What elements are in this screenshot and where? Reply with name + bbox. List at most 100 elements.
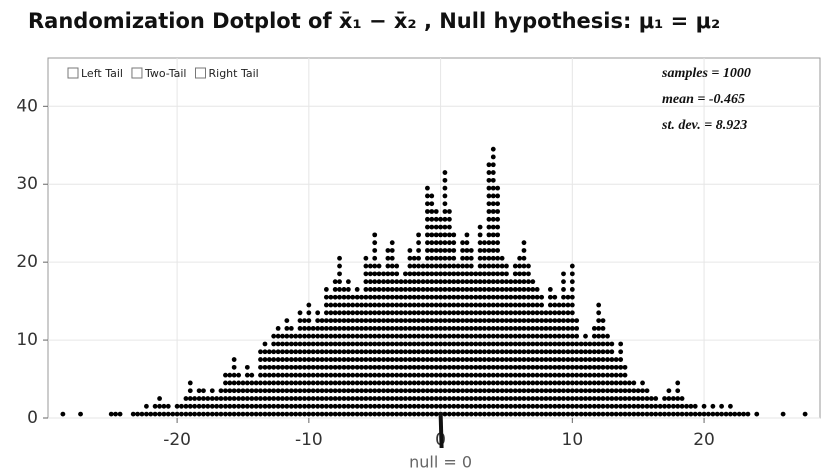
dot (288, 403, 294, 409)
dot (464, 287, 470, 292)
dot (174, 411, 180, 417)
checkbox-label[interactable]: Two-Tail (144, 67, 187, 80)
dot (416, 388, 421, 394)
dot (315, 403, 321, 409)
dot (543, 318, 549, 323)
dot (429, 325, 435, 331)
dot (464, 403, 470, 409)
dot (315, 380, 321, 386)
dot (486, 302, 492, 308)
dot (385, 287, 391, 292)
dot (117, 411, 123, 417)
dot (464, 240, 470, 246)
dot (407, 411, 413, 417)
dot (363, 255, 369, 261)
dot (495, 287, 501, 292)
dot (345, 388, 351, 394)
dot (451, 263, 457, 269)
dot (372, 255, 378, 261)
dot (302, 388, 307, 394)
dot (319, 333, 325, 339)
dot (486, 216, 492, 222)
dot (547, 310, 553, 316)
dot (591, 396, 597, 401)
checkbox[interactable] (67, 67, 79, 79)
dot (130, 411, 136, 417)
dot (447, 349, 452, 355)
dot (275, 341, 281, 347)
dot (161, 403, 167, 409)
dot (236, 411, 242, 417)
dot (495, 185, 501, 191)
dot (411, 302, 417, 308)
dot (530, 357, 536, 362)
dot (429, 364, 435, 370)
dot (512, 325, 518, 331)
dot (367, 380, 373, 386)
dot (561, 411, 566, 417)
dot (323, 403, 329, 409)
dot (275, 333, 281, 339)
dot (376, 333, 382, 339)
dot (363, 349, 369, 355)
dot (363, 263, 369, 269)
dot (618, 349, 624, 355)
dot (359, 349, 364, 355)
dot (486, 177, 492, 183)
dot (539, 411, 545, 417)
dot (477, 318, 483, 323)
dot (526, 411, 531, 417)
dot (455, 380, 461, 386)
dot (398, 364, 404, 370)
dot (675, 380, 681, 386)
dot (403, 396, 408, 401)
dot (490, 357, 496, 362)
dot (495, 279, 501, 285)
dot (631, 396, 637, 401)
dot (209, 411, 215, 417)
dot (613, 411, 619, 417)
dot (288, 372, 294, 378)
dot (275, 357, 281, 362)
dot (447, 216, 452, 222)
dot (517, 287, 523, 292)
dot (486, 357, 492, 362)
dot (574, 333, 580, 339)
dot (631, 380, 637, 386)
dot (345, 325, 351, 331)
dot (337, 411, 342, 417)
checkbox[interactable] (195, 67, 206, 79)
dot (508, 380, 514, 386)
dot (490, 318, 496, 323)
dot (394, 403, 400, 409)
dot (376, 388, 382, 394)
dot (539, 341, 545, 347)
dot (319, 372, 325, 378)
dot (407, 255, 413, 261)
dot (447, 372, 452, 378)
dot (258, 349, 263, 355)
checkbox-label[interactable]: Left Tail (81, 67, 123, 80)
dot (521, 263, 527, 269)
dot (605, 388, 610, 394)
dot (473, 294, 479, 300)
dot (477, 349, 483, 355)
dot (543, 349, 549, 355)
dot (359, 380, 364, 386)
dot (495, 209, 501, 214)
dot (315, 396, 321, 401)
dot (332, 357, 338, 362)
dot (341, 388, 347, 394)
dot (556, 364, 562, 370)
dot (337, 380, 342, 386)
dot (433, 411, 439, 417)
dot (675, 411, 681, 417)
dot (376, 310, 382, 316)
dot (508, 318, 514, 323)
dot (223, 396, 228, 401)
checkbox[interactable] (131, 67, 143, 79)
checkbox-label[interactable]: Right Tail (209, 67, 259, 80)
dot (284, 364, 290, 370)
dot (275, 388, 281, 394)
dot (526, 310, 531, 316)
